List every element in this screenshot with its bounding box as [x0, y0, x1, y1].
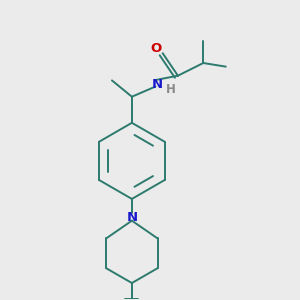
Text: N: N [126, 211, 137, 224]
Text: H: H [166, 83, 176, 96]
Text: N: N [151, 78, 162, 91]
Text: O: O [151, 42, 162, 56]
